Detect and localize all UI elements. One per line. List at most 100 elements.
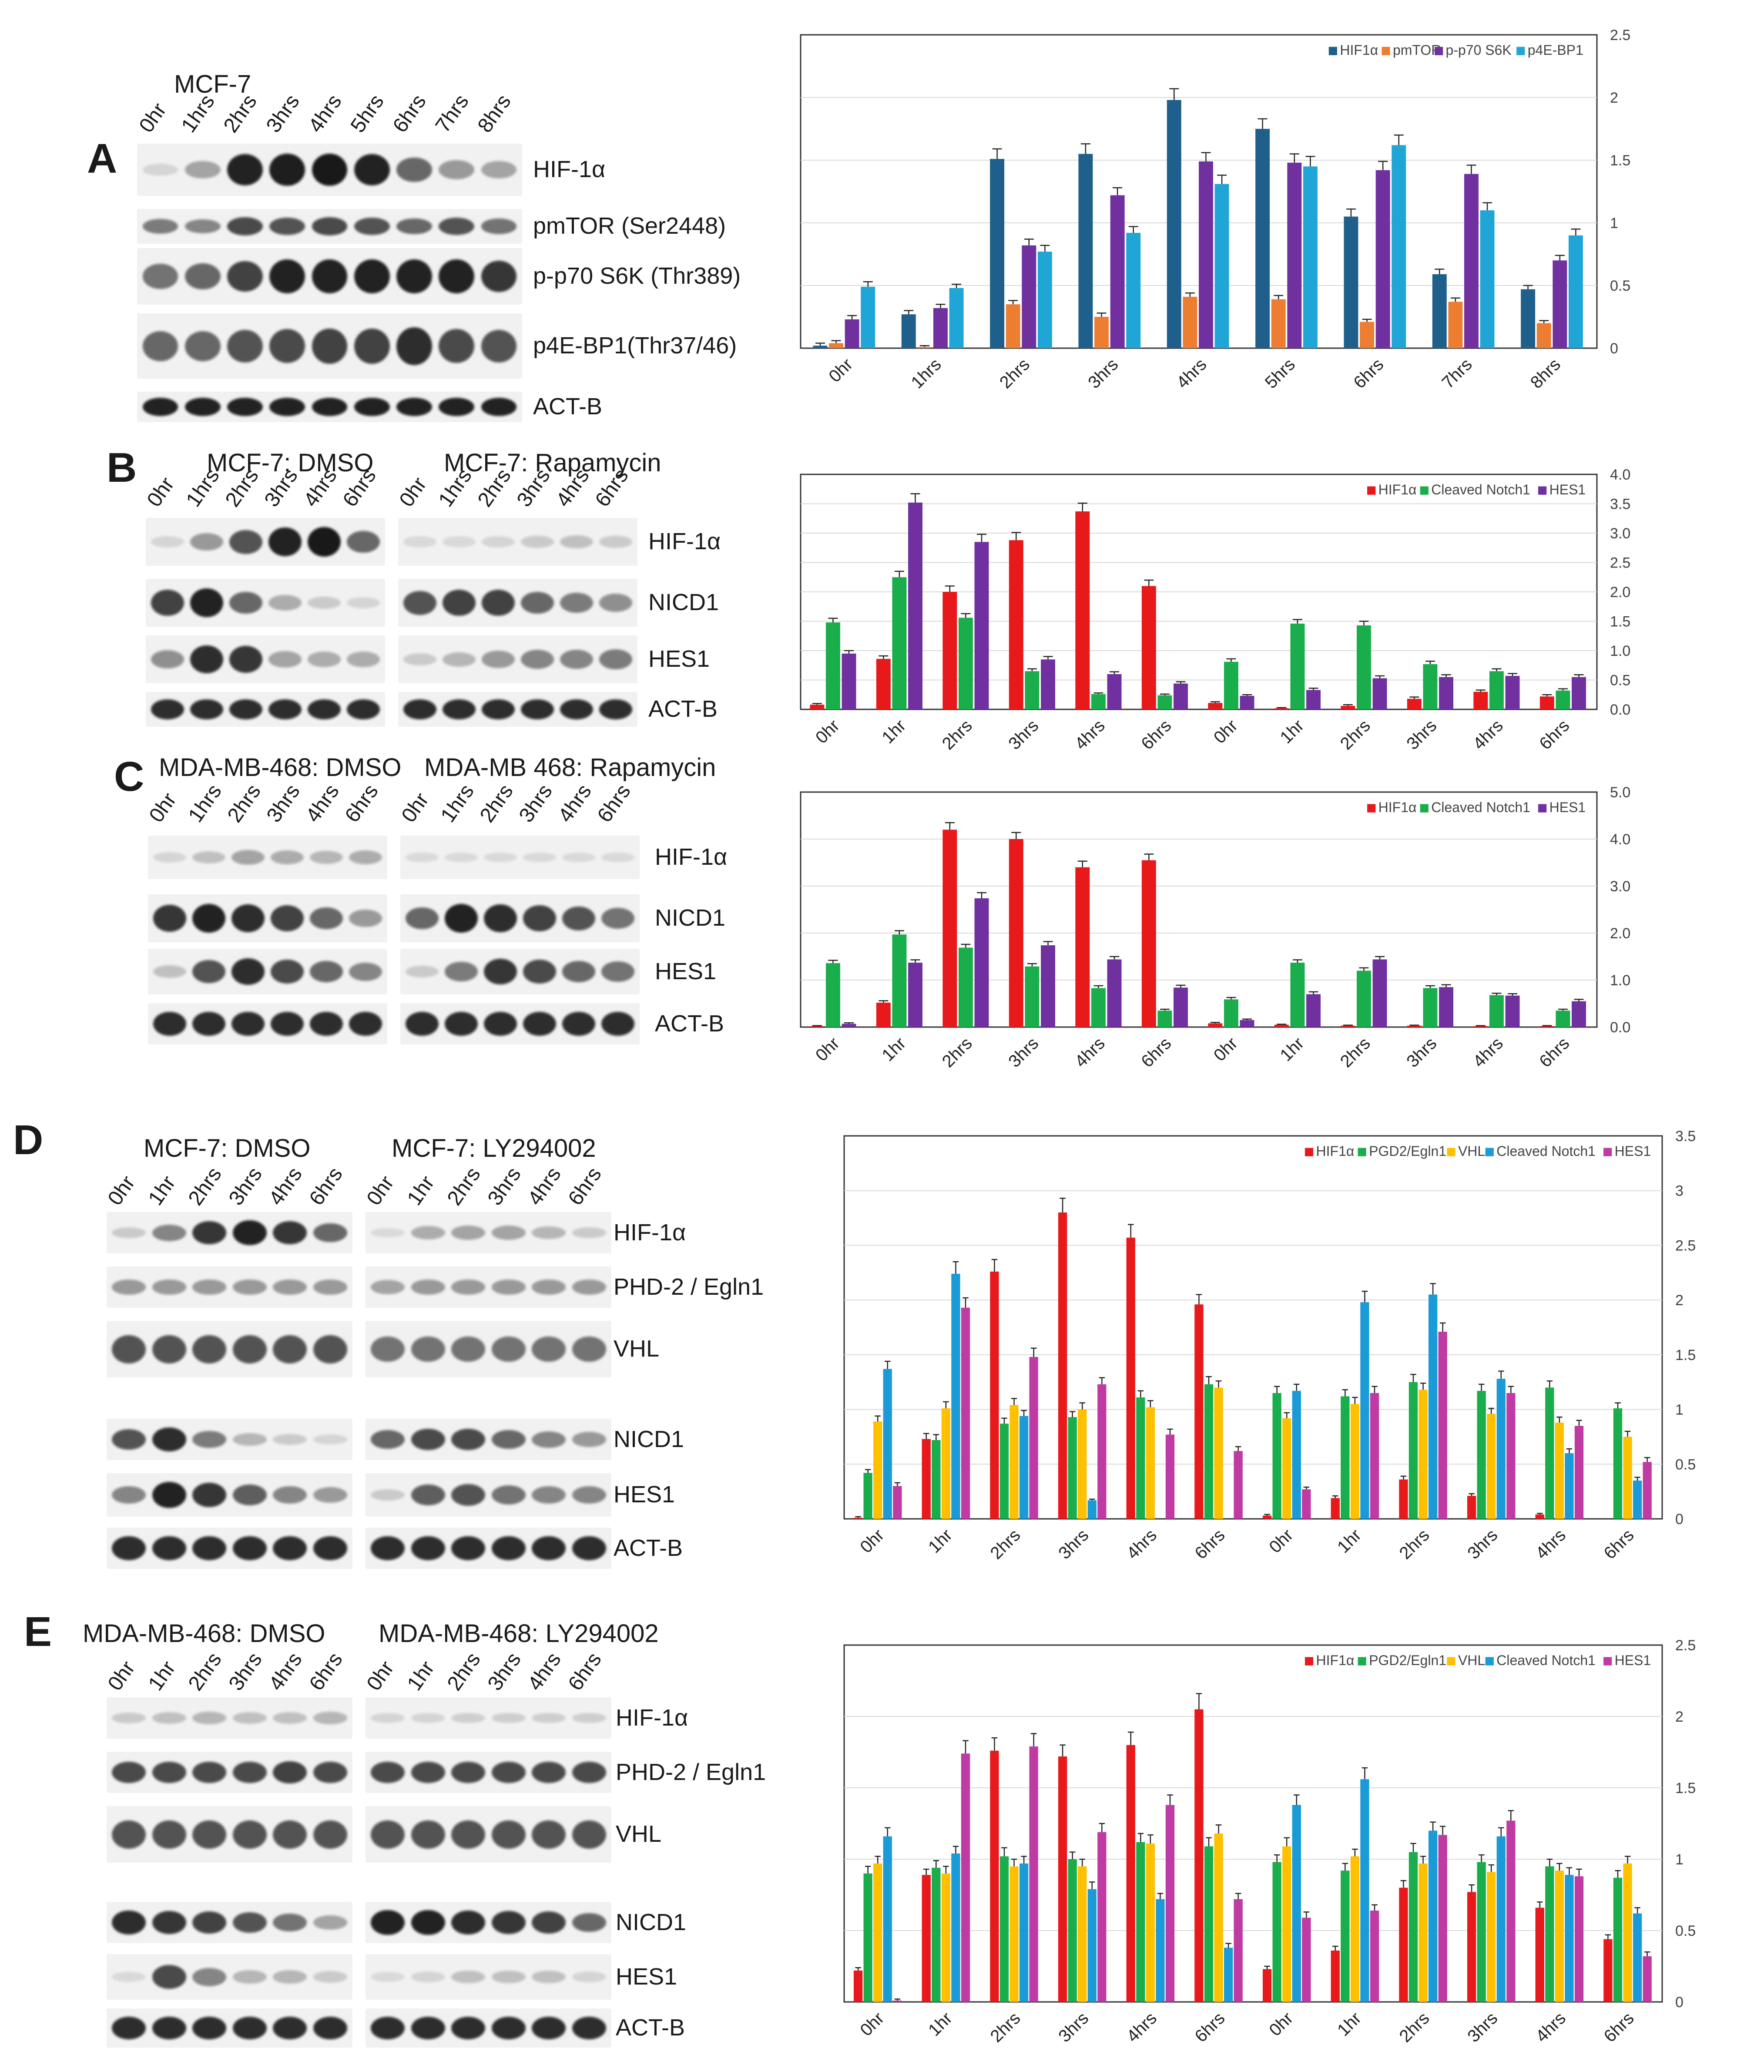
- blot-band: [153, 965, 186, 978]
- blot-title: MDA-MB 468: Rapamycin: [424, 753, 716, 782]
- x-tick-label: 5hrs: [1261, 355, 1299, 392]
- bar: [1255, 129, 1270, 348]
- blot-band: [532, 1761, 566, 1783]
- blot-band: [152, 1335, 186, 1363]
- x-tick-label: 0hr: [856, 1525, 888, 1557]
- blot-band: [532, 1279, 566, 1295]
- blot-band: [273, 1221, 307, 1245]
- x-tick-label: 3hrs: [1005, 716, 1042, 753]
- blot-band: [403, 653, 436, 666]
- bar: [1438, 1835, 1447, 2002]
- bar: [1535, 1514, 1544, 1519]
- bar: [1545, 1387, 1554, 1519]
- protein-label: VHL: [614, 1336, 660, 1362]
- blot-band: [532, 1431, 566, 1448]
- blot-band: [312, 217, 348, 235]
- lane-label: 0hr: [362, 1172, 399, 1210]
- x-tick-label: 1hr: [878, 716, 909, 747]
- y-tick-label: 1: [1675, 1402, 1684, 1418]
- protein-label: NICD1: [614, 1426, 684, 1452]
- blot-band: [347, 531, 380, 553]
- bar: [1097, 1832, 1107, 2002]
- blot-title: MCF-7: DMSO: [144, 1134, 311, 1162]
- bar: [917, 347, 932, 348]
- protein-label: VHL: [616, 1821, 662, 1847]
- blot-strip: [366, 2008, 611, 2048]
- legend-swatch: [1485, 1657, 1494, 1666]
- blot-band: [192, 1221, 227, 1245]
- bar: [1372, 678, 1387, 709]
- blot-band: [484, 1011, 517, 1036]
- bar: [1574, 1426, 1584, 1519]
- x-tick-label: 4hrs: [1123, 1525, 1160, 1563]
- blot-band: [562, 906, 595, 930]
- x-tick-label: 0hr: [1265, 1525, 1297, 1557]
- blot-strip: [398, 579, 637, 627]
- x-tick-label: 3hrs: [1464, 2008, 1501, 2046]
- bar: [893, 1486, 902, 1519]
- blot-band: [312, 328, 348, 364]
- protein-label: HIF-1α: [648, 528, 721, 554]
- blot-band: [273, 2016, 307, 2040]
- blot-band: [312, 259, 348, 293]
- y-tick-label: 4.0: [1610, 467, 1630, 483]
- lane-label: 0hr: [397, 789, 433, 827]
- blot-band: [271, 905, 304, 931]
- bar: [961, 1307, 970, 1519]
- blot-strip: [398, 518, 637, 566]
- blot-band: [142, 331, 178, 361]
- blot-band: [308, 596, 341, 609]
- protein-label: ACT-B: [648, 696, 718, 722]
- bar: [1568, 235, 1583, 348]
- bar: [1467, 1892, 1476, 2002]
- lane-label: 5hrs: [346, 90, 389, 137]
- blot-band: [192, 1820, 227, 1849]
- bar: [1157, 1011, 1172, 1027]
- y-tick-label: 3.0: [1610, 525, 1630, 542]
- legend-swatch: [1538, 804, 1547, 813]
- blot-band: [310, 907, 343, 930]
- blot-strip: [366, 1266, 611, 1308]
- y-tick-label: 1.5: [1675, 1347, 1696, 1363]
- bar: [1438, 1332, 1447, 1519]
- x-tick-label: 6hrs: [1350, 355, 1387, 392]
- bar: [1022, 245, 1036, 348]
- blot-strip: [107, 1212, 352, 1253]
- bar: [1439, 677, 1453, 709]
- blot-band: [310, 851, 343, 864]
- bar: [1110, 195, 1125, 348]
- blot-band: [601, 852, 634, 863]
- bar: [1068, 1417, 1077, 1519]
- bar: [1477, 1390, 1486, 1519]
- legend-swatch: [1367, 486, 1376, 495]
- blot-band: [312, 153, 348, 186]
- blot-band: [451, 1713, 486, 1723]
- lane-label: 1hr: [402, 1657, 439, 1695]
- x-tick-label: 0hr: [1210, 1034, 1241, 1065]
- blot-band: [560, 592, 593, 613]
- bar: [1487, 1414, 1496, 1519]
- blot-band: [151, 590, 184, 616]
- blot-band: [152, 1224, 186, 1241]
- y-tick-label: 1: [1610, 215, 1618, 232]
- bar: [1407, 699, 1422, 709]
- blot-band: [273, 1279, 307, 1295]
- protein-label: HES1: [648, 646, 710, 672]
- blot-band: [313, 1487, 347, 1503]
- blot-band: [481, 161, 517, 179]
- bar-chart-panel-d: 0 0.5 1 1.5 2 2.5 3 3.5 0hr 1hr 2hrs 3hrs 4hrs 6hrs 0h…: [843, 1128, 1696, 1563]
- blot-band: [190, 533, 223, 551]
- bar: [1477, 1862, 1486, 2002]
- bar: [1194, 1304, 1204, 1519]
- blot-band: [371, 1489, 405, 1501]
- bar: [1565, 1453, 1574, 1519]
- bar: [1165, 1434, 1175, 1519]
- x-tick-label: 8hrs: [1527, 355, 1564, 392]
- bar: [1521, 289, 1536, 348]
- bar: [1536, 323, 1551, 348]
- bar: [853, 1970, 863, 2002]
- blot-band: [112, 1429, 146, 1450]
- legend-swatch: [1516, 47, 1525, 55]
- blot-band: [227, 217, 263, 235]
- blot-band: [403, 699, 436, 720]
